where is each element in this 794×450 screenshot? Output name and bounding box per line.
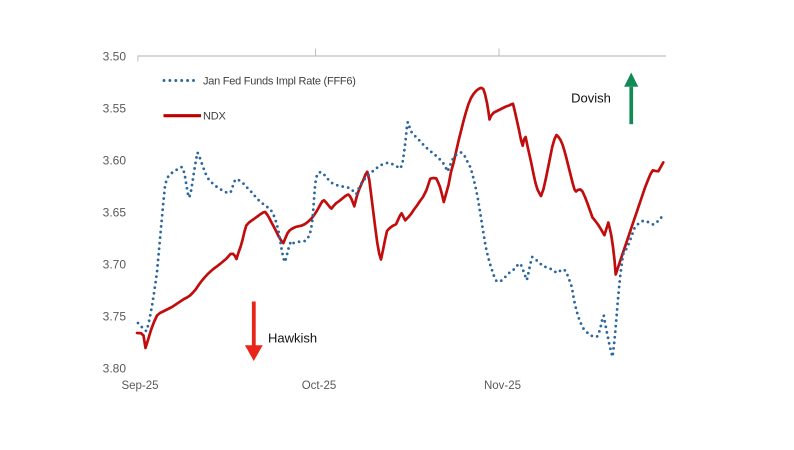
svg-text:Jan Fed Funds Impl Rate (FFF6): Jan Fed Funds Impl Rate (FFF6) [203,76,356,88]
svg-text:3.55: 3.55 [103,102,127,116]
svg-text:NDX: NDX [203,111,226,123]
svg-text:3.80: 3.80 [103,362,127,376]
svg-text:Hawkish: Hawkish [268,331,317,346]
svg-text:Nov-25: Nov-25 [484,380,521,392]
svg-text:3.75: 3.75 [103,310,127,324]
svg-text:Dovish: Dovish [571,91,611,106]
svg-text:3.65: 3.65 [103,206,127,220]
svg-text:3.70: 3.70 [103,258,127,272]
svg-text:3.60: 3.60 [103,154,127,168]
svg-text:Sep-25: Sep-25 [121,380,158,392]
svg-text:Oct-25: Oct-25 [302,380,337,392]
svg-text:3.50: 3.50 [103,50,127,64]
